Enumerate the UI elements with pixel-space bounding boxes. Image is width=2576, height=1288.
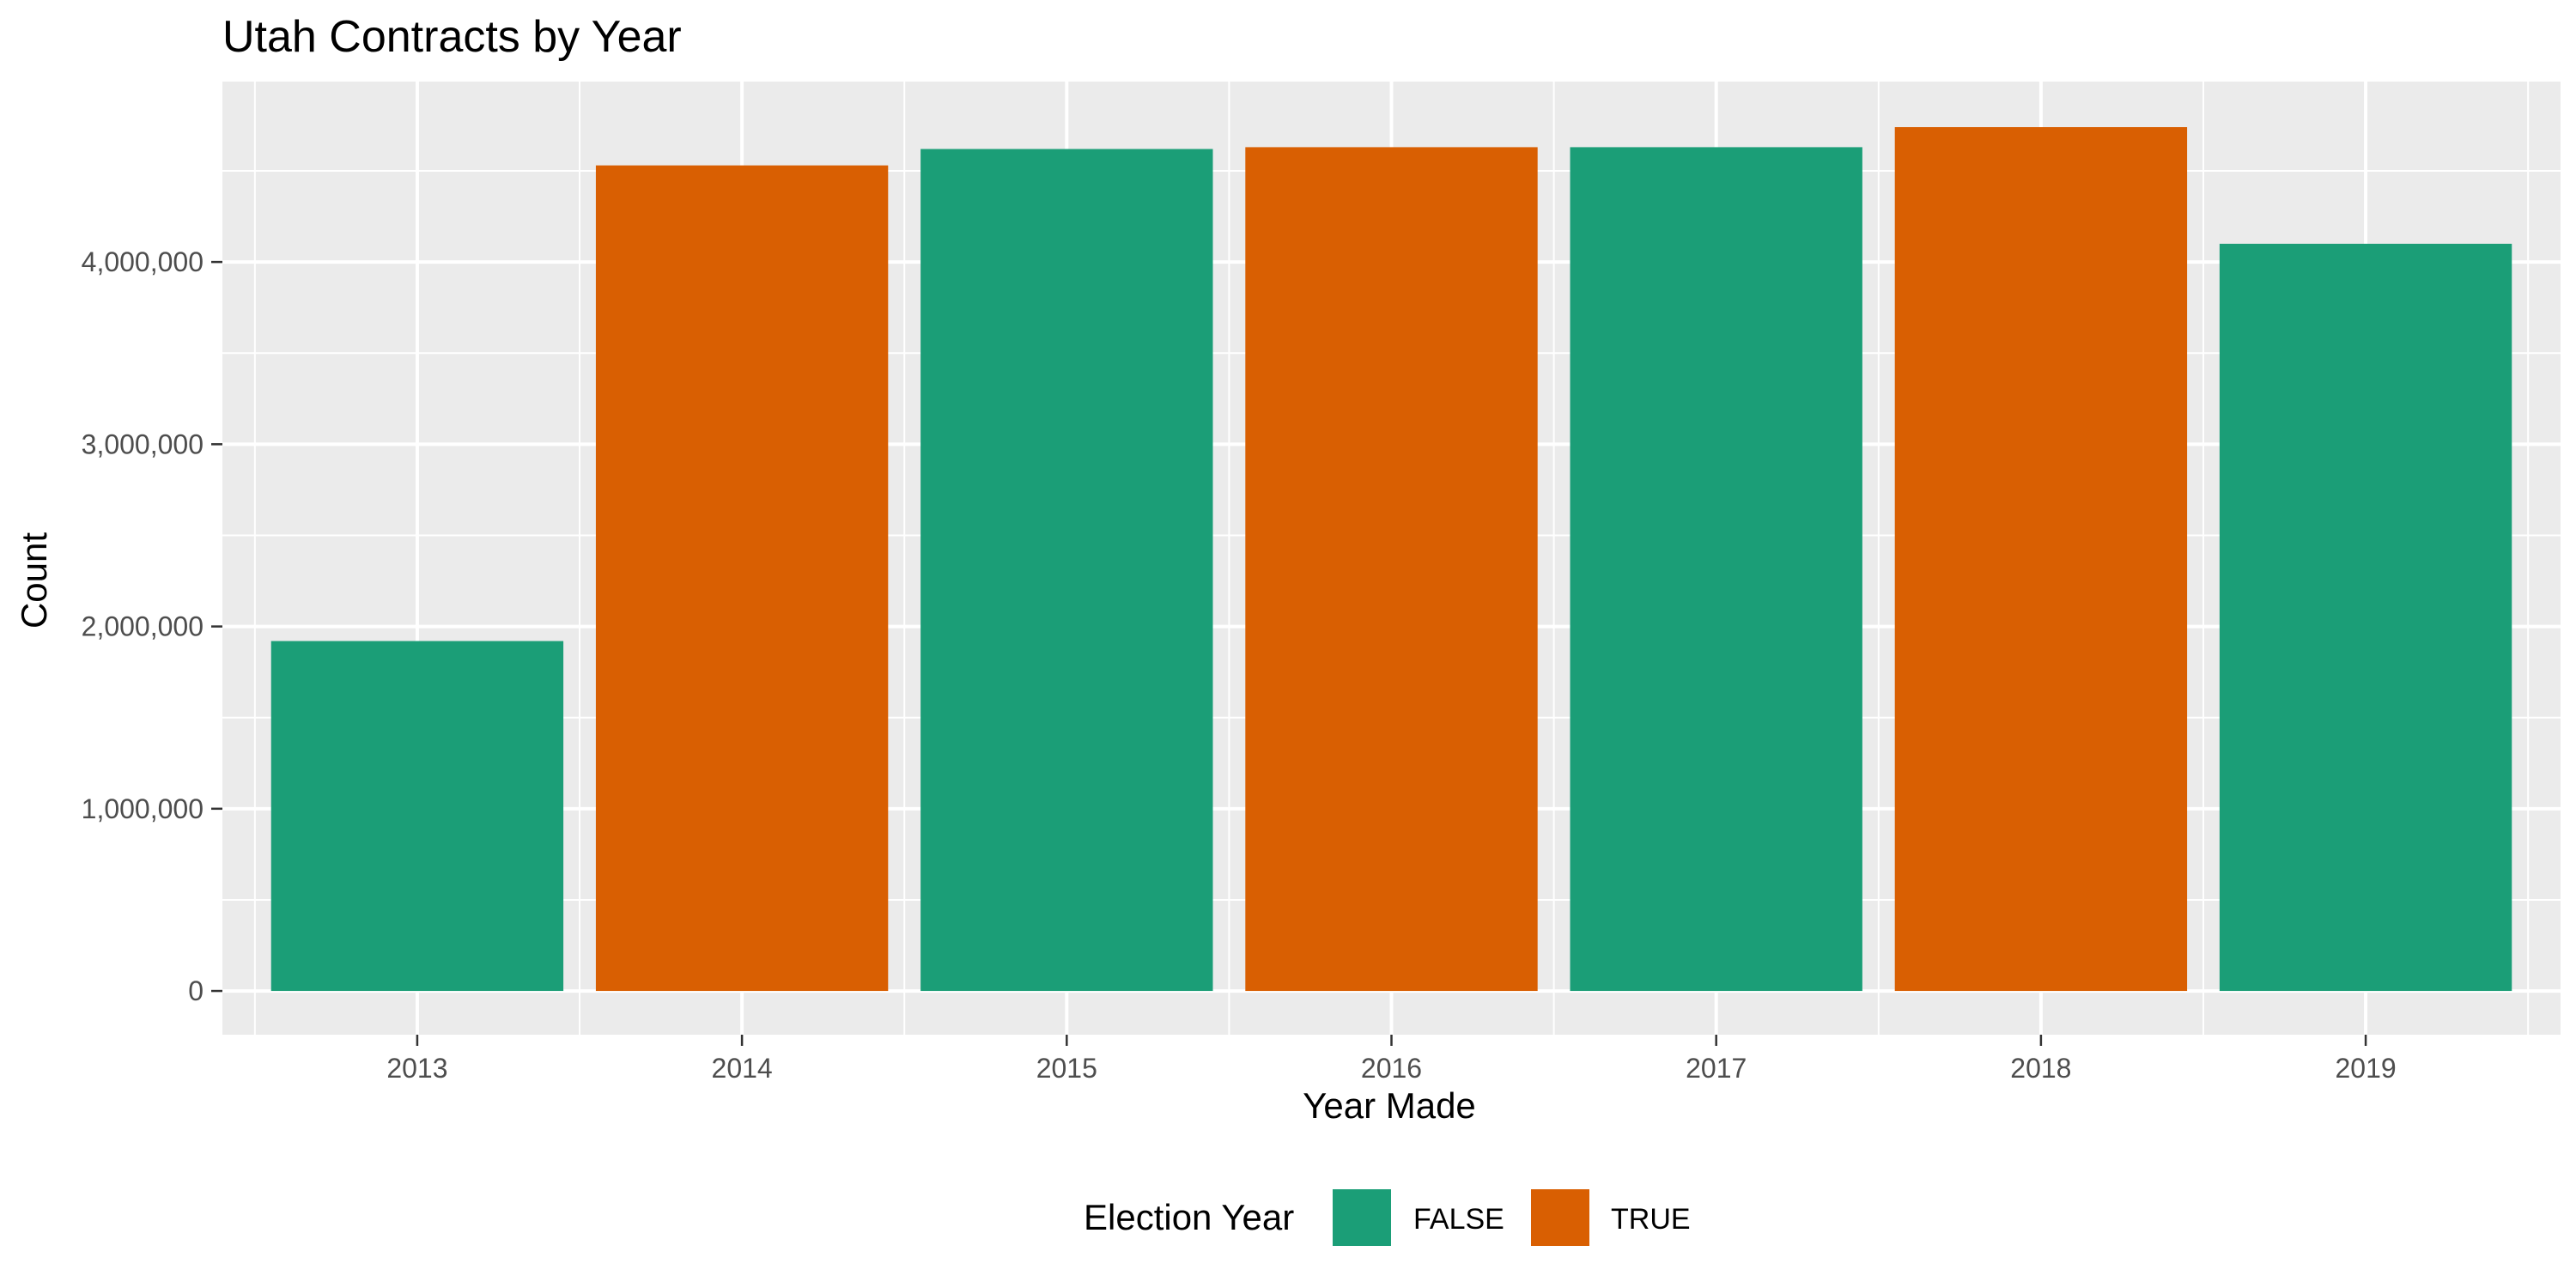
legend-title: Election Year bbox=[1084, 1197, 1294, 1237]
bar-2017 bbox=[1570, 147, 1862, 992]
legend: Election Year FALSE TRUE bbox=[1084, 1189, 1691, 1246]
x-axis: 2013 2014 2015 2016 2017 2018 2019 bbox=[386, 1035, 2397, 1084]
legend-label-true: TRUE bbox=[1611, 1203, 1691, 1236]
x-tick-label: 2017 bbox=[1686, 1053, 1747, 1084]
legend-key-true bbox=[1531, 1189, 1589, 1246]
x-tick-label: 2015 bbox=[1036, 1053, 1097, 1084]
bar-2018 bbox=[1894, 127, 2188, 992]
y-tick-label: 4,000,000 bbox=[82, 246, 204, 277]
y-axis: 0 1,000,000 2,000,000 3,000,000 4,000,000 bbox=[82, 246, 222, 1006]
bar-2013 bbox=[270, 641, 564, 992]
x-tick-label: 2013 bbox=[386, 1053, 447, 1084]
x-tick-label: 2016 bbox=[1361, 1053, 1422, 1084]
y-tick-label: 1,000,000 bbox=[82, 793, 204, 824]
bar-2014 bbox=[595, 165, 889, 992]
y-tick-label: 3,000,000 bbox=[82, 428, 204, 459]
x-axis-title: Year Made bbox=[1303, 1085, 1476, 1126]
chart-title: Utah Contracts by Year bbox=[222, 12, 682, 62]
y-tick-label: 2,000,000 bbox=[82, 611, 204, 642]
x-tick-label: 2019 bbox=[2335, 1053, 2396, 1084]
x-tick-label: 2014 bbox=[712, 1053, 773, 1084]
bar-2019 bbox=[2219, 243, 2512, 992]
bar-2015 bbox=[920, 149, 1213, 992]
bar-2016 bbox=[1245, 147, 1538, 992]
legend-label-false: FALSE bbox=[1413, 1203, 1504, 1236]
y-axis-title: Count bbox=[14, 532, 54, 629]
y-tick-label: 0 bbox=[188, 975, 204, 1006]
legend-key-false bbox=[1333, 1189, 1391, 1246]
x-tick-label: 2018 bbox=[2010, 1053, 2071, 1084]
bars bbox=[270, 127, 2512, 992]
